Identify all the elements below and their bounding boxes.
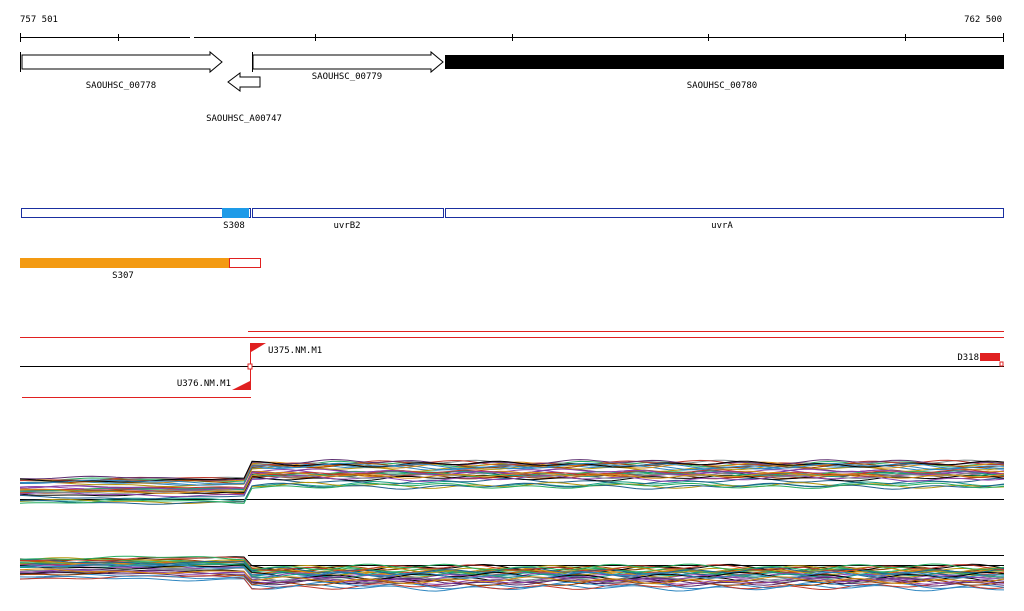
expression-line — [19, 563, 1005, 579]
expression-line — [19, 555, 1005, 571]
expression-line — [19, 568, 1005, 585]
ruler-start: 757 501 — [20, 15, 58, 25]
gene-block — [445, 55, 1004, 69]
segment-label: uvrB2 — [333, 221, 360, 231]
gene-arrows — [20, 50, 444, 92]
expression-line — [19, 482, 1005, 504]
feature-node — [999, 361, 1004, 367]
segment-boxes — [21, 208, 1004, 218]
segment-box — [229, 258, 261, 268]
expression-line — [19, 460, 1005, 483]
expression-line — [19, 468, 1005, 491]
expression-line — [20, 473, 1005, 495]
feature-node — [247, 363, 253, 370]
feature-label: U376.NM.M1 — [177, 379, 231, 389]
expression-line — [20, 563, 1004, 579]
feature-lines — [20, 331, 1004, 398]
feature-flag — [251, 343, 266, 352]
expression-line — [19, 556, 1005, 572]
segment-highlight — [222, 208, 249, 218]
expression-line — [20, 463, 1005, 486]
expression-line — [19, 575, 1005, 590]
gene-label: SAOUHSC_00779 — [312, 72, 382, 82]
expression-line — [19, 573, 1005, 590]
gene-label: SAOUHSC_00778 — [86, 81, 156, 91]
expression-tracks — [19, 458, 1005, 592]
expression-line — [19, 569, 1005, 585]
segment-label: S307 — [112, 271, 134, 281]
expression-line — [19, 471, 1005, 494]
expression-line — [20, 470, 1005, 492]
feature-label: D318 — [957, 353, 979, 363]
gene-label: SAOUHSC_00780 — [687, 81, 757, 91]
feature-block — [980, 353, 1000, 361]
segment-orange — [20, 258, 230, 268]
feature-label: U375.NM.M1 — [268, 346, 322, 356]
ruler-end: 762 500 — [964, 15, 1002, 25]
feature-flag — [232, 381, 250, 390]
ruler — [20, 33, 1004, 42]
gene-label: SAOUHSC_A00747 — [206, 114, 282, 124]
expression-line — [19, 568, 1005, 584]
expression-line — [19, 559, 1005, 575]
expression-line — [19, 480, 1005, 502]
segment-label: uvrA — [711, 221, 733, 231]
expression-line — [20, 571, 1005, 587]
expression-line — [19, 472, 1005, 494]
segment-label: S308 — [223, 221, 245, 231]
expression-line — [20, 462, 1005, 485]
expression-line — [19, 474, 1005, 497]
